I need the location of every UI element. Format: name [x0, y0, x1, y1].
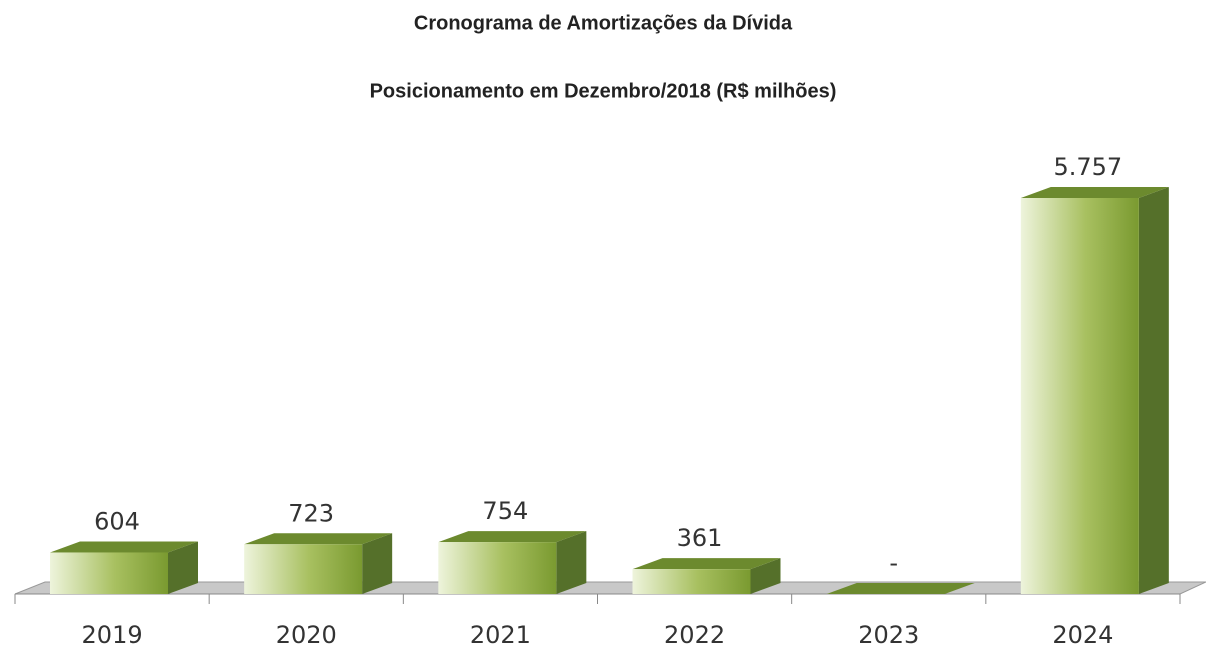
bar-side [362, 533, 393, 594]
x-tick-label: 2021 [470, 621, 531, 648]
bar-top [244, 533, 393, 545]
x-tick-label: 2022 [664, 621, 725, 648]
bar-top [632, 558, 781, 570]
chart-subtitle: Posicionamento em Dezembro/2018 (R$ milh… [370, 80, 837, 102]
x-tick-label: 2024 [1052, 621, 1113, 648]
bar-side [168, 541, 198, 594]
data-label: 604 [94, 507, 140, 535]
bar-top [1020, 187, 1169, 198]
x-tick-label: 2019 [82, 621, 143, 648]
data-label: 754 [482, 497, 528, 525]
bar [244, 544, 363, 594]
data-label: - [889, 549, 898, 577]
bar [50, 552, 168, 594]
data-label: 361 [677, 524, 723, 552]
bar-side [1138, 187, 1169, 594]
bar [1020, 198, 1139, 594]
bar-side [750, 558, 781, 594]
bar-top [438, 531, 587, 543]
bar [438, 542, 557, 594]
x-tick-label: 2023 [858, 621, 919, 648]
bar-top [50, 541, 198, 553]
bar-top [826, 583, 975, 594]
bar-side [556, 531, 587, 594]
data-label: 5.757 [1053, 153, 1122, 181]
bar [632, 569, 751, 594]
chart-title: Cronograma de Amortizações da Dívida [414, 12, 793, 34]
data-label: 723 [288, 499, 334, 527]
x-tick-label: 2020 [276, 621, 337, 648]
